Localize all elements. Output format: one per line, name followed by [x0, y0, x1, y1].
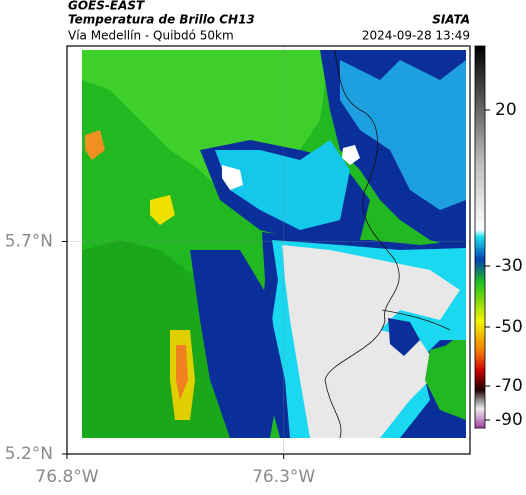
lon-tick-label: 76.8°W	[35, 467, 98, 487]
source: GOES-EAST	[68, 0, 145, 13]
org: SIATA	[432, 13, 470, 27]
colorbar-tick-label: -70	[495, 376, 523, 396]
lat-tick-label: 5.2°N	[5, 444, 53, 464]
colorbar	[474, 45, 486, 429]
title: Temperatura de Brillo CH13	[68, 13, 255, 27]
lat-tick-label: 5.7°N	[5, 232, 53, 252]
satellite-image	[82, 50, 466, 438]
datetime: 2024-09-28 13:49	[362, 29, 470, 43]
colorbar-tick-label: -90	[495, 410, 523, 430]
colorbar-tick-label: 20	[495, 100, 517, 120]
map-frame	[66, 45, 471, 455]
subtitle: Vía Medellín - Quibdó 50km	[68, 29, 234, 43]
colorbar-tick-label: -30	[495, 256, 523, 276]
colorbar-tick-label: -50	[495, 317, 523, 337]
lon-tick-label: 76.3°W	[252, 467, 315, 487]
